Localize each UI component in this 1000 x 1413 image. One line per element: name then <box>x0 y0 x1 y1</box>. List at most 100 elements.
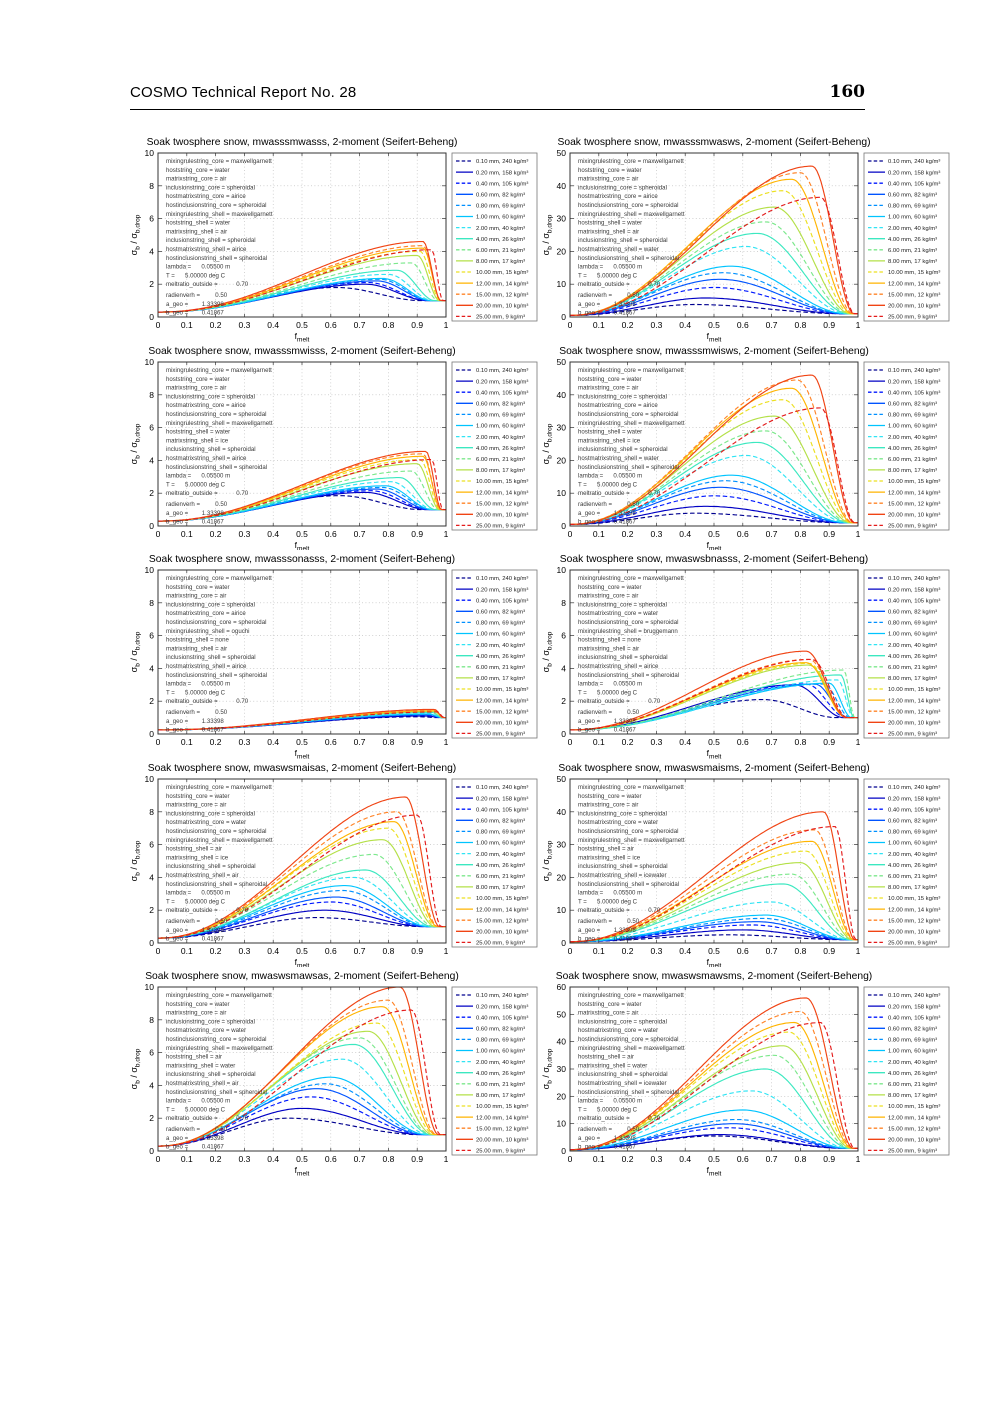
legend-entry-label: 2.00 mm, 40 kg/m³ <box>888 1060 937 1066</box>
plot-annotation: mixingrulestring_core = maxwellgarnett <box>166 367 272 374</box>
legend-entry-label: 10.00 mm, 15 kg/m³ <box>888 1104 940 1110</box>
series-curve <box>158 273 446 313</box>
plot-annotation: mixingrulestring_shell = maxwellgarnett <box>578 419 685 426</box>
plot-annotation: hostinclusionstring_core = spheroidal <box>578 202 678 209</box>
plot-6: 0 0.1 0.2 0.3 0.4 0.5 0.6 0.7 0.8 0.9 10246810Soak… <box>541 554 950 759</box>
y-tick-label: 0 <box>561 729 566 739</box>
series-curve <box>570 679 858 731</box>
plot-annotation: mixingrulestring_core = maxwellgarnett <box>166 158 272 165</box>
y-tick-label: 10 <box>145 774 155 784</box>
y-tick-label: 4 <box>149 872 154 882</box>
series-curve <box>570 997 858 1151</box>
y-axis-label: σb / σb,drop <box>129 423 141 464</box>
legend-entry-label: 12.00 mm, 14 kg/m³ <box>476 490 528 496</box>
plot-annotation: hostinclusionstring_shell = spheroidal <box>166 880 267 887</box>
y-tick-label: 0 <box>561 1146 566 1156</box>
y-tick-label: 2 <box>149 1113 154 1123</box>
legend-entry-label: 0.60 mm, 82 kg/m³ <box>888 401 937 407</box>
legend-entry-label: 0.10 mm, 240 kg/m³ <box>888 993 940 999</box>
plot-title: Soak twosphere snow, mwasssmwasss, 2-mom… <box>147 137 458 148</box>
legend-entry-label: 12.00 mm, 14 kg/m³ <box>476 907 528 913</box>
legend-entry-label: 8.00 mm, 17 kg/m³ <box>888 468 937 474</box>
legend-entry-label: 15.00 mm, 12 kg/m³ <box>476 501 528 507</box>
plot-annotation: mixingrulestring_shell = oguchi <box>166 628 250 635</box>
legend-entry-label: 10.00 mm, 15 kg/m³ <box>888 270 940 276</box>
legend-entry-label: 4.00 mm, 26 kg/m³ <box>476 237 525 243</box>
plot-annotation: a_geo = 1.33398 <box>578 1135 636 1142</box>
plot-annotation: mixingrulestring_shell = maxwellgarnett <box>166 211 273 218</box>
series-curve <box>570 917 858 942</box>
legend-entry-label: 12.00 mm, 14 kg/m³ <box>476 1115 528 1121</box>
plot-annotation: mixingrulestring_core = maxwellgarnett <box>578 158 684 165</box>
y-axis-label: σb / σb,drop <box>541 1048 553 1089</box>
legend-entry-label: 6.00 mm, 21 kg/m³ <box>476 457 525 463</box>
plot-annotation: radienverh = 0.50 <box>578 1126 640 1133</box>
x-tick-label: 0.1 <box>593 946 605 956</box>
plot-annotation: inclusionstring_shell = spheroidal <box>166 863 256 870</box>
legend-entry-label: 0.80 mm, 69 kg/m³ <box>888 412 937 418</box>
legend-entry-label: 0.10 mm, 240 kg/m³ <box>476 576 528 582</box>
legend-entry-label: 15.00 mm, 12 kg/m³ <box>476 918 528 924</box>
legend-entry-label: 0.80 mm, 69 kg/m³ <box>476 621 525 627</box>
y-tick-label: 2 <box>149 279 154 289</box>
x-tick-label: 0.9 <box>823 1154 835 1164</box>
plot-title: Soak twosphere snow, mwasssmwisss, 2-mom… <box>148 346 455 357</box>
x-tick-label: 0.6 <box>737 737 749 747</box>
plot-annotation: hoststring_core = water <box>578 375 642 382</box>
x-tick-label: 0.7 <box>354 946 366 956</box>
plot-annotation: hoststring_shell = water <box>578 220 642 227</box>
plot-annotation: lambda = 0.05500 m <box>578 889 642 896</box>
legend-entry-label: 0.80 mm, 69 kg/m³ <box>476 1038 525 1044</box>
plot-annotation: hostmatrixstring_shell = icewater <box>578 1080 667 1087</box>
plot-1: 0 0.1 0.2 0.3 0.4 0.5 0.6 0.7 0.8 0.9 10246810Soak… <box>129 137 538 342</box>
plot-annotation: a_geo = 1.33398 <box>166 1135 224 1142</box>
x-tick-label: 0.1 <box>181 320 193 330</box>
report-title: COSMO Technical Report No. 28 <box>130 84 357 101</box>
series-curve <box>570 272 858 316</box>
plot-annotation: T = 5.00000 deg C <box>166 481 226 488</box>
x-axis-label: fmelt <box>295 957 310 968</box>
plot-annotation: matrixstring_shell = ice <box>578 854 641 861</box>
plot-annotation: inclusionstring_core = spheroidal <box>578 1018 667 1025</box>
x-tick-label: 0.3 <box>238 1154 250 1164</box>
plot-annotation: T = 5.00000 deg C <box>166 898 226 905</box>
legend-entry-label: 0.60 mm, 82 kg/m³ <box>888 610 937 616</box>
plot-annotation: hostinclusionstring_core = spheroidal <box>166 1036 266 1043</box>
plot-annotation: lambda = 0.05500 m <box>166 889 230 896</box>
x-tick-label: 0.5 <box>708 737 720 747</box>
plot-annotation: hostmatrixstring_shell = water <box>578 246 659 253</box>
plot-annotation: a_geo = 1.33398 <box>166 718 224 725</box>
plot-annotation: hostmatrixstring_core = airice <box>166 193 246 200</box>
series-curve <box>158 795 446 939</box>
y-tick-label: 40 <box>557 181 567 191</box>
x-tick-label: 0.4 <box>679 1154 691 1164</box>
plot-annotation: matrixstring_core = air <box>166 1010 226 1017</box>
plot-annotation: b_geo = 0.41867 <box>578 727 636 734</box>
x-axis-label: fmelt <box>707 1165 722 1176</box>
x-tick-label: 0.2 <box>622 529 634 539</box>
y-tick-label: 8 <box>149 1015 154 1025</box>
series-curve <box>570 914 858 942</box>
legend-entry-label: 8.00 mm, 17 kg/m³ <box>476 1093 525 1099</box>
x-tick-label: 0.4 <box>679 320 691 330</box>
legend-entry-label: 0.40 mm, 105 kg/m³ <box>888 807 940 813</box>
series-curve <box>570 850 858 942</box>
plot-annotation: mixingrulestring_core = maxwellgarnett <box>166 784 272 791</box>
plot-annotation: hostmatrixstring_shell = airice <box>578 663 659 670</box>
plot-annotation: hostinclusionstring_core = spheroidal <box>578 828 678 835</box>
series-curve <box>570 810 858 942</box>
x-tick-label: 0.9 <box>823 946 835 956</box>
legend-entry-label: 25.00 mm, 9 kg/m³ <box>476 315 525 321</box>
y-tick-label: 8 <box>561 598 566 608</box>
legend-entry-label: 4.00 mm, 26 kg/m³ <box>476 1071 525 1077</box>
plot-annotation: a_geo = 1.33398 <box>166 509 224 516</box>
x-tick-label: 0.6 <box>737 1154 749 1164</box>
x-tick-label: 0.6 <box>325 1154 337 1164</box>
legend-entry-label: 25.00 mm, 9 kg/m³ <box>888 732 937 738</box>
plot-annotation: a_geo = 1.33398 <box>578 718 636 725</box>
legend-entry-label: 10.00 mm, 15 kg/m³ <box>476 687 528 693</box>
x-tick-label: 0.7 <box>354 320 366 330</box>
series-curve <box>570 374 858 525</box>
plot-annotation: b_geo = 0.41867 <box>578 935 636 942</box>
plot-annotation: b_geo = 0.41867 <box>578 310 636 317</box>
